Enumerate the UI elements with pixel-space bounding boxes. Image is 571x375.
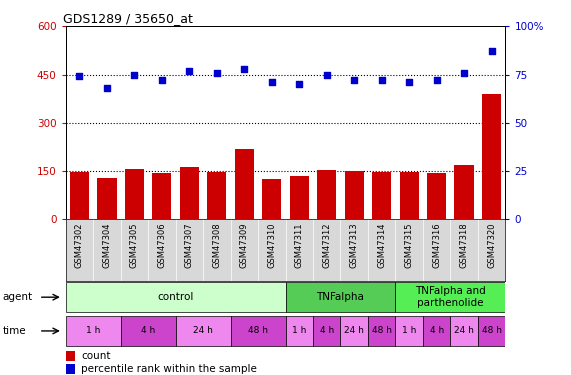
Point <box>377 77 386 83</box>
Point <box>432 77 441 83</box>
Bar <box>231 316 286 346</box>
Point <box>212 70 222 76</box>
Bar <box>176 316 231 346</box>
Text: GSM47308: GSM47308 <box>212 222 222 268</box>
Bar <box>124 168 144 219</box>
Text: 1 h: 1 h <box>292 326 307 335</box>
Text: GSM47316: GSM47316 <box>432 222 441 268</box>
Text: GSM47312: GSM47312 <box>322 222 331 268</box>
Point <box>157 77 166 83</box>
Bar <box>340 316 368 346</box>
Bar <box>427 173 447 219</box>
Text: 24 h: 24 h <box>193 326 213 335</box>
Bar <box>235 148 254 219</box>
Point <box>102 85 111 91</box>
Bar <box>66 316 120 346</box>
Point <box>267 79 276 85</box>
Text: count: count <box>81 351 111 361</box>
Text: 4 h: 4 h <box>141 326 155 335</box>
Text: 4 h: 4 h <box>429 326 444 335</box>
Bar <box>313 316 340 346</box>
Bar <box>368 316 395 346</box>
Point <box>322 72 331 78</box>
Bar <box>286 282 395 312</box>
Text: percentile rank within the sample: percentile rank within the sample <box>81 364 257 374</box>
Bar <box>66 351 75 361</box>
Point <box>185 68 194 74</box>
Text: time: time <box>3 326 26 336</box>
Bar <box>207 172 227 219</box>
Text: 1 h: 1 h <box>402 326 416 335</box>
Text: 24 h: 24 h <box>454 326 474 335</box>
Text: GSM47320: GSM47320 <box>487 222 496 268</box>
Text: 24 h: 24 h <box>344 326 364 335</box>
Point <box>405 79 414 85</box>
Text: 48 h: 48 h <box>372 326 392 335</box>
Bar <box>120 316 176 346</box>
Point <box>487 48 496 54</box>
Text: 1 h: 1 h <box>86 326 100 335</box>
Text: GDS1289 / 35650_at: GDS1289 / 35650_at <box>63 12 194 25</box>
Text: 48 h: 48 h <box>248 326 268 335</box>
Text: GSM47309: GSM47309 <box>240 222 249 268</box>
Bar <box>400 172 419 219</box>
Text: GSM47313: GSM47313 <box>349 222 359 268</box>
Bar <box>455 165 474 219</box>
Text: GSM47304: GSM47304 <box>102 222 111 268</box>
Bar <box>180 167 199 219</box>
Point <box>75 74 84 80</box>
Bar <box>66 364 75 374</box>
Point <box>130 72 139 78</box>
Point <box>295 81 304 87</box>
Bar <box>262 179 282 219</box>
Text: GSM47305: GSM47305 <box>130 222 139 268</box>
Text: GSM47310: GSM47310 <box>267 222 276 268</box>
Bar <box>395 316 423 346</box>
Text: 48 h: 48 h <box>481 326 501 335</box>
Point <box>349 77 359 83</box>
Bar <box>70 172 89 219</box>
Bar <box>97 177 116 219</box>
Text: TNFalpha and
parthenolide: TNFalpha and parthenolide <box>415 286 486 308</box>
Point <box>240 66 249 72</box>
Text: GSM47311: GSM47311 <box>295 222 304 268</box>
Bar <box>451 316 478 346</box>
Bar <box>395 282 505 312</box>
Text: 4 h: 4 h <box>320 326 334 335</box>
Text: TNFalpha: TNFalpha <box>316 292 364 302</box>
Text: GSM47302: GSM47302 <box>75 222 84 268</box>
Text: GSM47314: GSM47314 <box>377 222 386 268</box>
Bar <box>478 316 505 346</box>
Text: GSM47315: GSM47315 <box>405 222 413 268</box>
Bar <box>372 172 391 219</box>
Bar <box>344 171 364 219</box>
Text: GSM47307: GSM47307 <box>185 222 194 268</box>
Bar <box>423 316 451 346</box>
Text: control: control <box>158 292 194 302</box>
Bar <box>317 170 336 219</box>
Point <box>460 70 469 76</box>
Text: agent: agent <box>3 292 33 302</box>
Text: GSM47318: GSM47318 <box>460 222 469 268</box>
Text: GSM47306: GSM47306 <box>158 222 166 268</box>
Bar <box>482 94 501 219</box>
Bar <box>152 173 171 219</box>
Bar <box>66 282 286 312</box>
Bar <box>286 316 313 346</box>
Bar <box>289 176 309 219</box>
